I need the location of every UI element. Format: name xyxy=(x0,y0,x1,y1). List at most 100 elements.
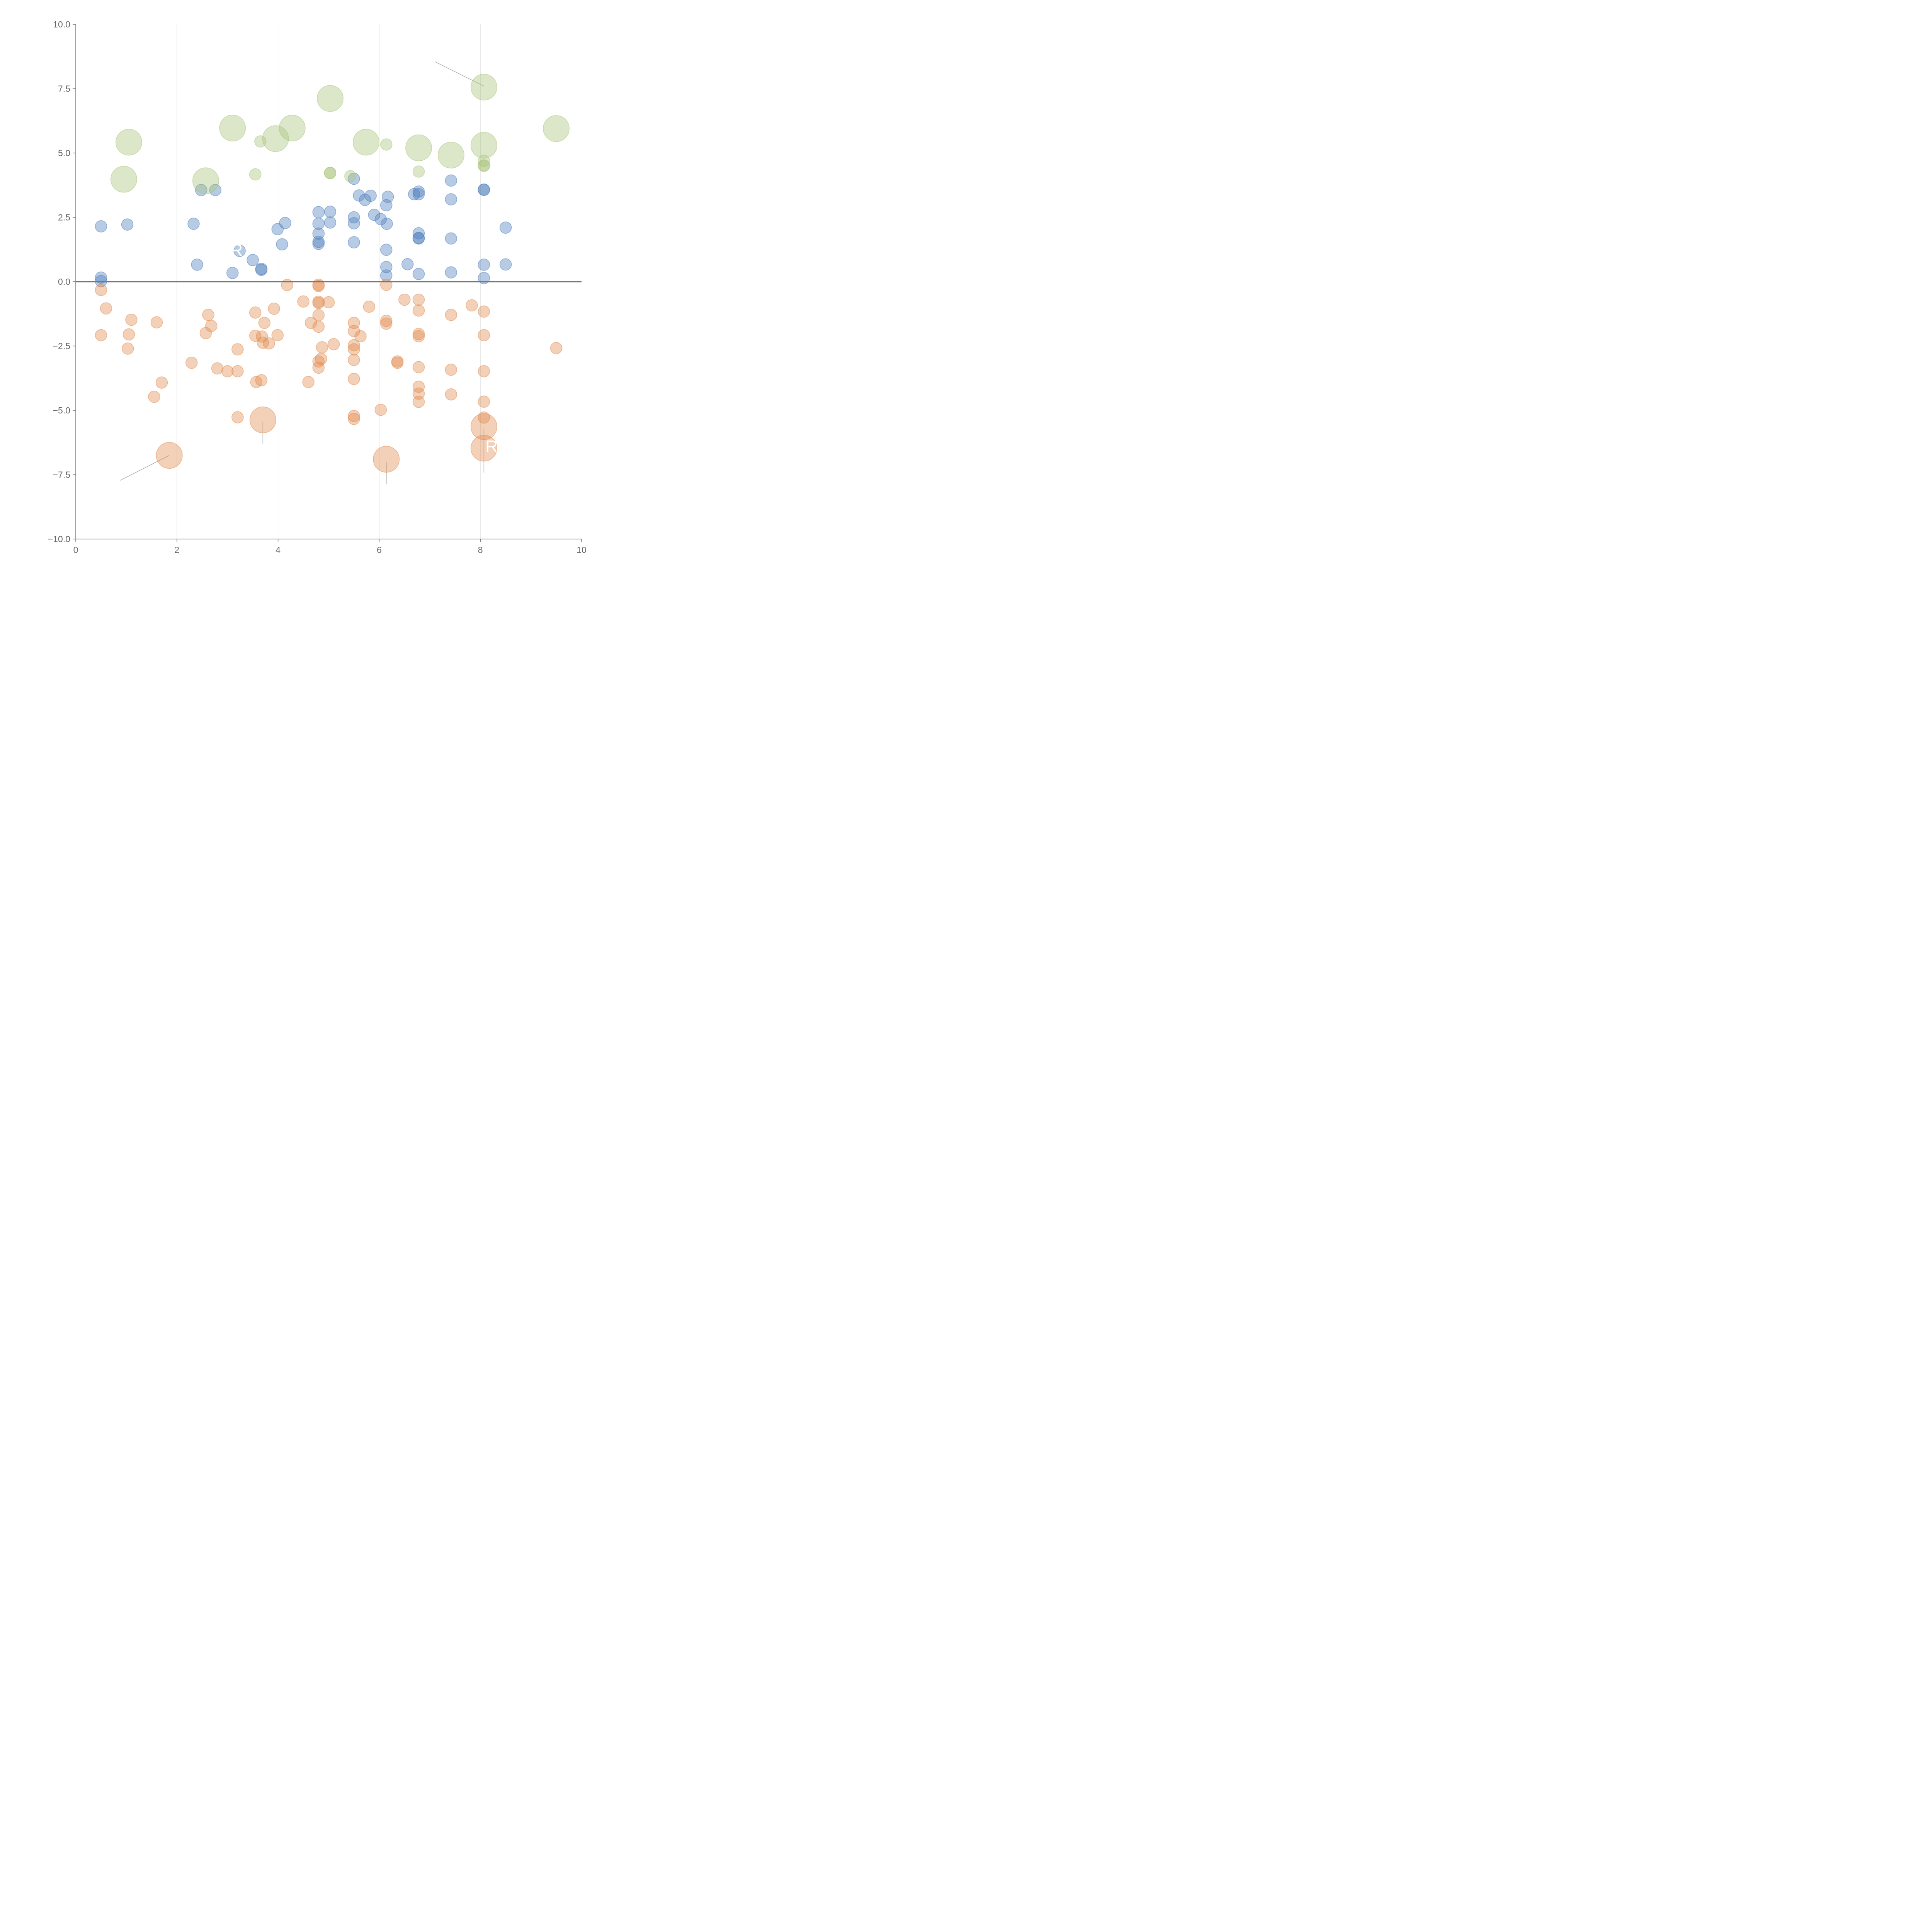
data-point-positive xyxy=(233,245,246,257)
data-point-high xyxy=(279,114,306,141)
data-point-high xyxy=(344,170,357,182)
data-point-positive xyxy=(348,217,360,230)
annotation-label: R xyxy=(485,437,498,456)
data-point-negative xyxy=(100,302,112,315)
data-point-positive xyxy=(478,272,490,284)
y-tick-label: −7.5 xyxy=(53,470,70,480)
data-point-negative xyxy=(348,410,360,422)
data-point-positive xyxy=(412,268,425,280)
data-point-positive xyxy=(209,184,222,196)
data-point-negative xyxy=(348,325,360,337)
data-point-high xyxy=(324,167,337,179)
data-point-positive xyxy=(255,264,268,276)
data-point-positive xyxy=(348,236,360,248)
data-point-positive xyxy=(380,261,393,273)
data-point-negative xyxy=(312,309,325,321)
data-point-positive xyxy=(412,232,425,245)
data-point-negative xyxy=(231,365,244,378)
data-point-positive xyxy=(381,218,393,230)
y-tick-label: 10.0 xyxy=(53,19,70,29)
data-point-negative xyxy=(249,306,262,319)
data-point-negative xyxy=(478,305,490,318)
data-point-negative xyxy=(231,411,244,423)
data-point-negative xyxy=(412,330,425,342)
data-point-negative xyxy=(249,406,276,434)
data-point-negative xyxy=(315,353,327,365)
data-point-high xyxy=(249,168,262,181)
data-point-negative xyxy=(380,315,393,327)
annotation-connector xyxy=(120,455,170,481)
data-point-positive xyxy=(312,238,325,250)
data-point-positive xyxy=(401,258,414,270)
data-point-high xyxy=(115,129,142,156)
axes: 0 2 4 6 8 10 −10.0 −7.5 −5.0 −2.5 0.0 2.5 5.0 7.5 10.0 xyxy=(48,19,587,555)
data-point-negative xyxy=(470,435,497,462)
data-point-negative xyxy=(122,342,134,355)
data-point-positive xyxy=(478,259,490,271)
data-point-positive xyxy=(445,174,457,187)
data-point-positive xyxy=(312,206,325,218)
data-point-negative xyxy=(257,337,269,349)
y-tick-label: −10.0 xyxy=(48,534,70,544)
data-point-positive xyxy=(499,258,512,271)
data-point-high xyxy=(405,134,432,162)
data-point-positive xyxy=(381,190,394,203)
data-point-positive xyxy=(276,238,288,251)
y-tick-label: −5.0 xyxy=(53,405,70,415)
data-point-negative xyxy=(327,338,340,350)
data-point-positive xyxy=(348,172,360,185)
data-point-negative xyxy=(445,364,457,376)
annotation-labels: RR xyxy=(230,241,498,456)
data-point-negative xyxy=(380,279,393,291)
x-tick-label: 2 xyxy=(174,545,179,555)
data-point-negative xyxy=(348,413,360,425)
data-point-negative xyxy=(348,354,360,366)
data-point-negative xyxy=(412,396,425,408)
data-point-negative xyxy=(380,317,393,330)
data-point-negative xyxy=(373,446,400,473)
data-point-negative xyxy=(316,341,328,354)
data-point-positive xyxy=(324,206,337,218)
data-point-negative xyxy=(150,316,163,328)
data-point-negative xyxy=(281,279,293,291)
data-point-negative xyxy=(412,361,425,373)
data-point-negative xyxy=(412,293,425,306)
data-point-negative xyxy=(249,330,262,342)
data-point-negative xyxy=(550,342,563,354)
data-point-high xyxy=(478,155,490,167)
data-point-negative xyxy=(478,365,490,378)
data-point-positive xyxy=(364,189,377,202)
data-point-positive xyxy=(412,188,425,201)
data-point-positive xyxy=(226,267,239,279)
data-point-negative xyxy=(231,343,244,355)
data-point-negative xyxy=(363,300,375,313)
data-point-high xyxy=(478,160,490,172)
data-point-high xyxy=(437,141,464,168)
data-point-negative xyxy=(322,296,335,309)
data-point-positive xyxy=(412,185,425,198)
data-point-negative xyxy=(398,293,411,306)
data-point-positive xyxy=(445,266,457,279)
data-point-positive xyxy=(247,254,259,266)
data-point-negative xyxy=(268,303,280,315)
data-point-negative xyxy=(391,357,404,369)
data-point-high xyxy=(254,135,267,148)
x-tick-label: 4 xyxy=(276,545,281,555)
annotation-label: R xyxy=(230,241,243,260)
data-point-negative xyxy=(412,380,425,393)
data-point-high xyxy=(543,115,570,142)
data-point-negative xyxy=(478,411,490,424)
data-point-positive xyxy=(374,213,387,225)
annotation-connector xyxy=(435,61,484,87)
x-tick-label: 10 xyxy=(577,545,587,555)
data-point-positive xyxy=(499,221,512,234)
data-point-positive xyxy=(412,227,425,240)
data-points xyxy=(95,74,570,473)
y-tick-label: 5.0 xyxy=(58,148,70,158)
data-point-positive xyxy=(191,259,203,271)
data-point-negative xyxy=(470,413,497,440)
data-point-high xyxy=(316,85,344,112)
data-point-negative xyxy=(312,355,325,368)
data-point-negative xyxy=(297,295,310,308)
data-point-positive xyxy=(279,217,291,229)
